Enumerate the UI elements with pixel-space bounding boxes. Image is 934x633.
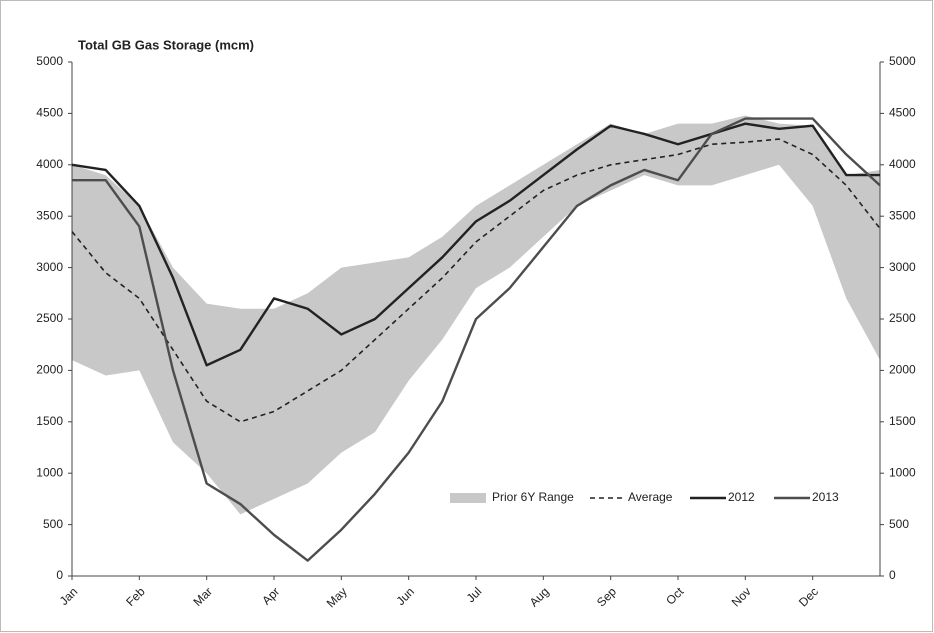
x-tick-label: Sep xyxy=(594,584,619,609)
legend-label: 2013 xyxy=(812,490,839,504)
y2-tick-label: 4500 xyxy=(889,106,916,120)
x-tick-label: May xyxy=(324,584,350,610)
x-tick-label: Jul xyxy=(464,584,485,605)
x-tick-label: Feb xyxy=(123,584,148,609)
y2-tick-label: 5000 xyxy=(889,54,916,68)
y2-tick-label: 500 xyxy=(889,517,909,531)
y2-tick-label: 2500 xyxy=(889,311,916,325)
legend-swatch xyxy=(450,493,486,503)
x-tick-label: Jun xyxy=(393,584,417,608)
y2-tick-label: 3000 xyxy=(889,260,916,274)
y2-tick-label: 0 xyxy=(889,568,896,582)
y-tick-label: 500 xyxy=(43,517,63,531)
y-tick-label: 3500 xyxy=(36,208,63,222)
x-tick-label: Mar xyxy=(191,584,216,609)
chart-title: Total GB Gas Storage (mcm) xyxy=(78,37,254,52)
legend-label: 2012 xyxy=(728,490,755,504)
y-tick-label: 3000 xyxy=(36,260,63,274)
x-tick-label: Aug xyxy=(527,584,552,609)
y-tick-label: 2000 xyxy=(36,363,63,377)
y-tick-label: 1500 xyxy=(36,414,63,428)
y2-tick-label: 1500 xyxy=(889,414,916,428)
y-tick-label: 5000 xyxy=(36,54,63,68)
series-line xyxy=(71,122,880,367)
y-tick-label: 2500 xyxy=(36,311,63,325)
x-tick-label: Jan xyxy=(57,584,81,608)
y-tick-label: 1000 xyxy=(36,465,63,479)
y-tick-label: 4500 xyxy=(36,106,63,120)
x-tick-label: Nov xyxy=(729,584,754,609)
legend-label: Prior 6Y Range xyxy=(492,490,574,504)
y2-tick-label: 3500 xyxy=(889,208,916,222)
y-tick-label: 4000 xyxy=(36,157,63,171)
series-line xyxy=(71,138,881,423)
x-tick-label: Apr xyxy=(259,584,282,607)
y2-tick-label: 2000 xyxy=(889,363,916,377)
y2-tick-label: 4000 xyxy=(889,157,916,171)
legend-label: Average xyxy=(628,490,673,504)
x-tick-label: Oct xyxy=(663,584,687,608)
y2-tick-label: 1000 xyxy=(889,465,916,479)
range-band xyxy=(72,115,880,515)
series-line xyxy=(72,117,881,562)
y-tick-label: 0 xyxy=(56,568,63,582)
x-tick-label: Dec xyxy=(796,584,821,609)
